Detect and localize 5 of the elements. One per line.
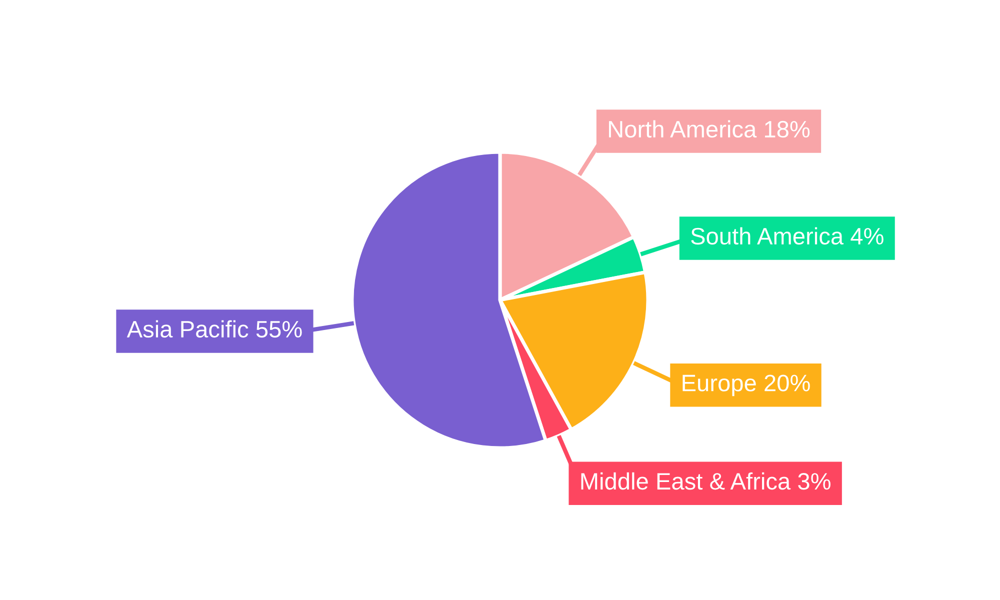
slice-label: North America 18% [608, 120, 810, 138]
slice-label: South America 4% [691, 227, 884, 245]
slice-label: Europe 20% [682, 374, 810, 396]
slice-label: Asia Pacific 55% [126, 320, 302, 338]
slice-label: Middle East & Africa 3% [581, 472, 830, 490]
